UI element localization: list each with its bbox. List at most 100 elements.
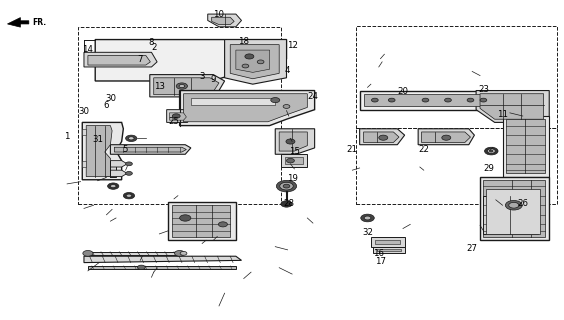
Polygon shape: [82, 123, 124, 180]
Text: 18: 18: [238, 37, 249, 46]
Circle shape: [484, 147, 498, 155]
Polygon shape: [224, 40, 287, 84]
Circle shape: [280, 182, 293, 190]
Polygon shape: [476, 91, 549, 123]
Polygon shape: [281, 154, 307, 167]
Polygon shape: [373, 247, 404, 253]
Polygon shape: [88, 55, 151, 65]
Polygon shape: [111, 164, 116, 177]
Polygon shape: [275, 129, 315, 154]
Text: 11: 11: [497, 110, 508, 119]
Text: FR.: FR.: [32, 18, 46, 27]
Circle shape: [276, 180, 297, 192]
Polygon shape: [486, 189, 540, 234]
Polygon shape: [167, 110, 191, 123]
Polygon shape: [506, 119, 545, 173]
Polygon shape: [483, 196, 538, 234]
Polygon shape: [82, 161, 86, 167]
Polygon shape: [236, 50, 270, 72]
Circle shape: [442, 135, 451, 140]
Text: 24: 24: [307, 92, 319, 101]
Polygon shape: [364, 94, 489, 107]
Circle shape: [242, 64, 249, 68]
Text: 14: 14: [82, 44, 94, 54]
Polygon shape: [82, 129, 86, 135]
Text: 26: 26: [517, 199, 528, 208]
Circle shape: [361, 214, 374, 222]
Circle shape: [174, 251, 184, 256]
Circle shape: [283, 184, 290, 188]
Circle shape: [490, 150, 493, 152]
Circle shape: [286, 139, 295, 144]
Text: 22: 22: [418, 145, 429, 154]
Bar: [356, 26, 557, 127]
Circle shape: [126, 162, 133, 166]
Text: 8: 8: [149, 38, 154, 47]
Polygon shape: [107, 161, 127, 167]
Circle shape: [364, 216, 371, 220]
Text: 12: 12: [287, 41, 298, 51]
Text: 3: 3: [199, 72, 205, 81]
Circle shape: [480, 98, 487, 102]
Text: 25: 25: [169, 116, 179, 126]
Polygon shape: [183, 94, 307, 122]
Text: 27: 27: [466, 244, 478, 253]
Circle shape: [176, 83, 187, 89]
Polygon shape: [95, 40, 287, 81]
Polygon shape: [88, 266, 236, 269]
Polygon shape: [279, 132, 307, 151]
Circle shape: [129, 137, 134, 140]
Circle shape: [257, 60, 264, 64]
Polygon shape: [212, 17, 234, 25]
Circle shape: [372, 98, 378, 102]
Polygon shape: [364, 132, 399, 142]
Circle shape: [283, 105, 290, 108]
Text: 5: 5: [123, 145, 129, 154]
Polygon shape: [86, 125, 112, 177]
Polygon shape: [480, 177, 549, 240]
Circle shape: [172, 114, 180, 118]
Circle shape: [179, 215, 191, 221]
Polygon shape: [114, 147, 186, 152]
Polygon shape: [480, 94, 544, 119]
Text: 10: 10: [214, 10, 224, 19]
Circle shape: [138, 265, 146, 270]
Polygon shape: [360, 129, 404, 145]
Polygon shape: [208, 14, 241, 27]
Text: 31: 31: [92, 135, 103, 144]
Circle shape: [108, 183, 119, 189]
Text: 9: 9: [211, 75, 216, 84]
Text: 6: 6: [104, 101, 109, 110]
Polygon shape: [88, 252, 179, 255]
Circle shape: [126, 135, 137, 141]
Polygon shape: [418, 129, 474, 145]
Text: 2: 2: [151, 43, 156, 52]
Text: 28: 28: [283, 199, 294, 208]
Polygon shape: [483, 180, 545, 237]
Polygon shape: [503, 116, 549, 177]
Text: 16: 16: [373, 249, 384, 258]
Polygon shape: [172, 205, 230, 237]
Circle shape: [180, 252, 187, 255]
Circle shape: [271, 98, 280, 103]
Text: 19: 19: [287, 174, 298, 183]
Text: 23: 23: [478, 85, 489, 94]
Text: 29: 29: [483, 164, 495, 173]
Polygon shape: [150, 75, 224, 97]
Polygon shape: [360, 91, 495, 110]
Circle shape: [245, 54, 254, 59]
Circle shape: [509, 202, 519, 208]
Circle shape: [179, 84, 184, 88]
Circle shape: [83, 251, 93, 256]
Polygon shape: [7, 18, 29, 27]
Circle shape: [281, 201, 292, 207]
Circle shape: [124, 193, 135, 199]
Circle shape: [111, 185, 116, 188]
Text: 7: 7: [138, 55, 143, 64]
Circle shape: [389, 98, 395, 102]
Bar: [356, 127, 557, 204]
Text: 15: 15: [289, 147, 300, 156]
Polygon shape: [84, 52, 157, 67]
Polygon shape: [168, 202, 236, 240]
Circle shape: [126, 194, 132, 197]
